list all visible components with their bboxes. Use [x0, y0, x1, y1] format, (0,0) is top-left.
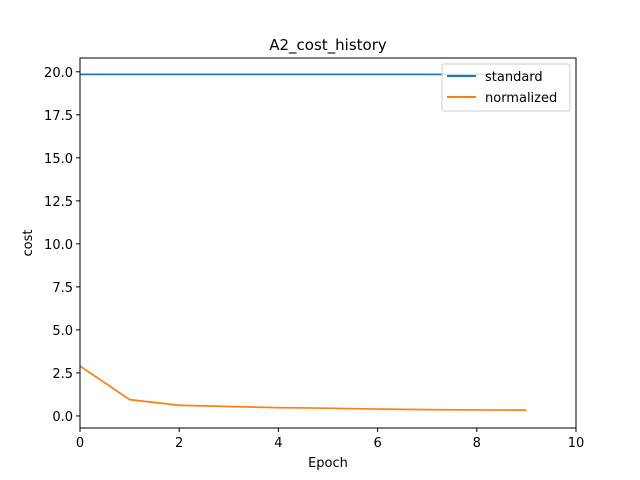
x-tick-label: 4 — [274, 436, 282, 451]
y-tick-label: 12.5 — [44, 195, 73, 210]
y-axis-label: cost — [21, 230, 36, 257]
y-tick-label: 15.0 — [44, 152, 73, 167]
y-tick-label: 7.5 — [52, 281, 73, 296]
ticks-layer: 0 2 4 6 8 10 0.0 2.5 5.0 7.5 10.0 12.5 15.0 17.5 20.0 — [44, 66, 584, 451]
y-tick-label: 10.0 — [44, 238, 73, 253]
y-tick-label: 20.0 — [44, 66, 73, 81]
legend: standard normalized — [441, 63, 571, 112]
x-tick-label: 10 — [568, 436, 585, 451]
legend-label-normalized: normalized — [485, 91, 557, 106]
x-tick-label: 6 — [373, 436, 381, 451]
chart-title: A2_cost_history — [269, 36, 387, 55]
x-tick-label: 0 — [76, 436, 84, 451]
x-axis-label: Epoch — [308, 456, 348, 471]
y-tick-label: 2.5 — [52, 367, 73, 382]
series-line-normalized — [79, 365, 527, 411]
legend-label-standard: standard — [485, 70, 543, 85]
plot-frame — [79, 57, 577, 429]
y-tick-label: 5.0 — [52, 324, 73, 339]
x-tick-label: 8 — [473, 436, 481, 451]
y-tick-label: 0.0 — [52, 410, 73, 425]
x-tick-label: 2 — [175, 436, 183, 451]
y-tick-label: 17.5 — [44, 109, 73, 124]
